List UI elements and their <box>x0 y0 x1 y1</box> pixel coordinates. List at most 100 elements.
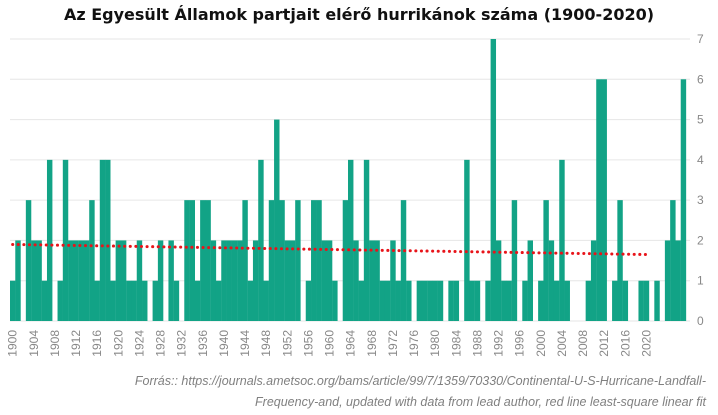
bar-1981 <box>437 280 444 321</box>
bar-1905 <box>36 240 42 321</box>
bar-1911 <box>68 240 74 321</box>
bar-1928 <box>157 240 164 321</box>
bar-1954 <box>295 200 301 321</box>
bar-1925 <box>142 280 148 321</box>
bar-1956 <box>305 280 312 321</box>
y-tick-label: 7 <box>697 32 704 46</box>
bar-1994 <box>506 280 512 321</box>
bar-1919 <box>110 280 116 321</box>
x-tick-label: 1912 <box>69 330 83 357</box>
bar-1974 <box>400 200 407 321</box>
bar-2001 <box>543 200 549 321</box>
x-axis: 1900 1904 1908 1912 1916 1920 1924 1928 1932 1936… <box>6 330 654 357</box>
bar-1927 <box>152 280 159 321</box>
bar-1965 <box>353 240 359 321</box>
bar-1914 <box>83 240 90 321</box>
y-tick-label: 1 <box>697 274 704 288</box>
bar-1959 <box>321 240 328 321</box>
bar-1946 <box>252 240 259 321</box>
bar-1907 <box>46 159 53 321</box>
x-tick-label: 1976 <box>407 330 421 357</box>
bar-1904 <box>31 240 37 321</box>
bar-1949 <box>268 200 275 321</box>
bar-1972 <box>390 240 396 321</box>
bar-1933 <box>184 200 190 321</box>
bar-1942 <box>231 240 238 321</box>
source-note: Forrás:: https://journals.ametsoc.org/ba… <box>6 371 706 413</box>
bar-1931 <box>173 280 180 321</box>
bars <box>10 39 687 322</box>
y-tick-label: 3 <box>697 193 704 207</box>
x-tick-label: 1996 <box>513 330 527 357</box>
source-line-1: Forrás:: https://journals.ametsoc.org/ba… <box>134 374 706 388</box>
bar-1935 <box>194 280 201 321</box>
x-tick-label: 1904 <box>27 330 41 357</box>
bar-2009 <box>585 280 592 321</box>
bar-2005 <box>564 280 570 321</box>
x-tick-label: 1960 <box>323 330 337 357</box>
x-tick-label: 1948 <box>259 330 273 357</box>
bar-2022 <box>654 280 660 321</box>
bar-1993 <box>501 280 507 321</box>
x-tick-label: 1932 <box>175 330 189 357</box>
bar-1930 <box>168 240 174 321</box>
bar-2014 <box>612 280 618 321</box>
bar-1934 <box>189 200 195 321</box>
y-tick-label: 2 <box>697 233 704 247</box>
bar-1920 <box>115 240 122 321</box>
bar-1987 <box>469 280 475 321</box>
trend-line <box>11 242 648 257</box>
bar-1901 <box>15 240 21 321</box>
bar-1984 <box>453 280 460 321</box>
x-tick-label: 1936 <box>196 330 210 357</box>
bar-1924 <box>136 240 143 321</box>
bar-2002 <box>548 240 555 321</box>
bar-1909 <box>57 280 63 321</box>
bar-1980 <box>432 280 438 321</box>
x-tick-label: 2008 <box>576 330 590 357</box>
bar-1923 <box>131 280 137 321</box>
source-line-2: Frequency-and, updated with data from le… <box>255 395 706 409</box>
bar-1921 <box>120 240 127 321</box>
bar-1912 <box>73 240 79 321</box>
bar-1941 <box>226 240 232 321</box>
bar-1970 <box>379 280 386 321</box>
x-tick-label: 1956 <box>301 330 315 357</box>
bar-1992 <box>495 240 502 321</box>
bar-2024 <box>664 240 671 321</box>
bar-1936 <box>200 200 206 321</box>
x-tick-label: 1940 <box>217 330 231 357</box>
bar-1952 <box>284 240 291 321</box>
bar-2000 <box>538 280 544 321</box>
bar-1995 <box>511 200 518 321</box>
bar-1991 <box>490 39 497 321</box>
bar-2012 <box>601 79 607 322</box>
bar-1945 <box>247 280 254 321</box>
x-tick-label: 1980 <box>428 330 442 357</box>
bar-1983 <box>448 280 454 321</box>
x-tick-label: 1928 <box>154 330 168 357</box>
bar-1966 <box>358 280 364 321</box>
bar-1950 <box>274 119 280 321</box>
bar-1998 <box>527 240 533 321</box>
bar-1913 <box>78 240 85 321</box>
y-axis: 0 1 2 3 4 5 6 7 <box>697 32 704 328</box>
bar-1977 <box>416 280 423 321</box>
bar-1997 <box>522 280 528 321</box>
bar-1990 <box>485 280 491 321</box>
bar-1922 <box>126 280 132 321</box>
bar-1969 <box>374 240 380 321</box>
bar-1948 <box>263 280 269 321</box>
x-tick-label: 1972 <box>386 330 400 357</box>
bar-2026 <box>675 240 681 321</box>
bar-1943 <box>237 240 243 321</box>
bar-1953 <box>289 240 296 321</box>
bar-2027 <box>680 79 687 322</box>
bar-1958 <box>316 200 322 321</box>
bar-2015 <box>617 200 623 321</box>
x-tick-label: 2020 <box>639 330 653 357</box>
bar-1900 <box>10 280 16 321</box>
bar-1938 <box>210 240 217 321</box>
bar-1963 <box>342 200 349 321</box>
bar-2004 <box>559 159 565 321</box>
